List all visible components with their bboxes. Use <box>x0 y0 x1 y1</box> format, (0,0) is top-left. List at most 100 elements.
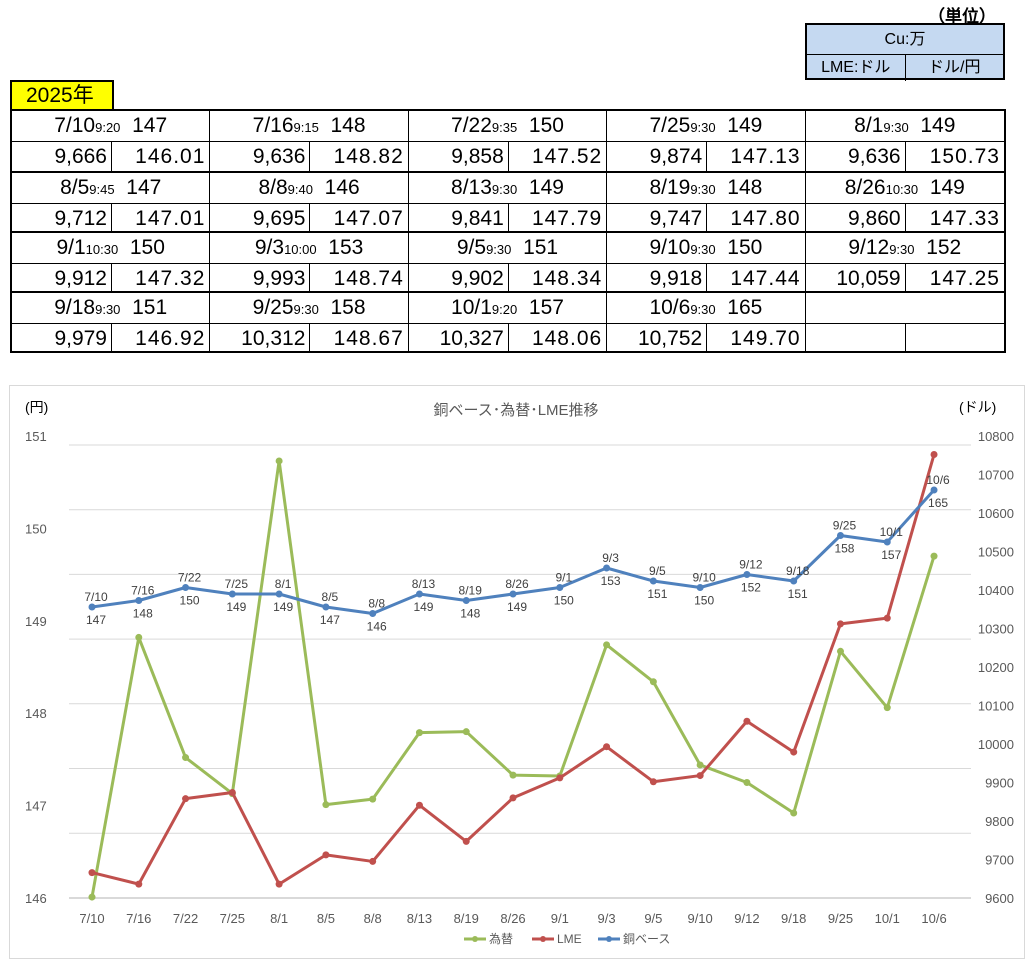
data-point <box>462 837 470 845</box>
unit-legend-box: Cu:万 LME:ドル ドル/円 <box>805 23 1005 81</box>
table-entry: 7/169:15 148 9,636 148.82 <box>210 111 409 171</box>
data-label-date: 8/1 <box>275 577 292 591</box>
entry-copper-base: 151 <box>523 236 559 259</box>
entry-header: 7/229:35 150 <box>408 111 607 142</box>
data-point <box>182 795 190 803</box>
legend-label: 銅ベース <box>623 932 670 946</box>
entry-copper-base: 158 <box>330 296 366 319</box>
table-entry: 9/59:30 151 9,902 148.34 <box>408 231 608 293</box>
data-point <box>649 778 657 786</box>
entry-time: 9:20 <box>95 120 121 135</box>
data-point <box>322 603 330 611</box>
price-table: 7/109:20 147 9,666 146.01 7/169:15 148 9,6… <box>10 109 1006 353</box>
entry-lme: 9,636 <box>210 142 311 171</box>
data-label-value: 152 <box>741 581 761 595</box>
entry-time: 9:30 <box>95 302 121 317</box>
entry-fx: 147.44 <box>730 267 801 290</box>
entry-date: 8/19 <box>649 176 691 199</box>
entry-fx: 147.80 <box>730 207 801 230</box>
table-entry: 9/189:30 151 9,979 146.92 <box>12 291 211 353</box>
entry-lme: 9,993 <box>210 264 311 293</box>
table-entry: 9/310:00 153 9,993 148.74 <box>210 231 409 293</box>
data-label-value: 165 <box>928 496 948 510</box>
table-entry: 8/139:30 149 9,841 147.79 <box>408 171 608 233</box>
table-entry: 8/59:45 147 9,712 147.01 <box>12 171 211 233</box>
data-point <box>883 614 891 622</box>
data-point <box>275 457 283 465</box>
entry-date: 9/1 <box>56 236 86 259</box>
entry-lme: 9,712 <box>12 204 112 233</box>
x-axis-tick: 9/10 <box>687 911 712 926</box>
legend-label: LME <box>557 932 582 946</box>
table-entry: 8/19:30 149 9,636 150.73 <box>805 111 1004 171</box>
x-axis-tick: 8/1 <box>270 911 288 926</box>
entry-fx: 147.07 <box>333 207 404 230</box>
entry-time: 9:30 <box>293 302 319 317</box>
data-point <box>322 801 330 809</box>
data-point <box>369 610 377 617</box>
entry-fx: 146.92 <box>135 327 206 350</box>
entry-date: 8/5 <box>60 176 90 199</box>
x-axis-tick: 8/13 <box>407 911 432 926</box>
data-point <box>930 486 938 494</box>
x-axis-tick: 10/6 <box>921 911 946 926</box>
data-label-value: 150 <box>180 594 200 608</box>
data-label-date: 10/6 <box>926 473 950 487</box>
right-axis-tick: 9700 <box>985 853 1014 868</box>
entry-lme: 9,918 <box>607 264 708 293</box>
x-axis-tick: 8/5 <box>317 911 335 926</box>
right-axis-tick: 9900 <box>985 776 1014 791</box>
entry-copper-base: 149 <box>528 176 564 199</box>
data-point <box>415 590 423 598</box>
entry-lme: 9,747 <box>607 204 708 233</box>
data-point <box>743 779 751 786</box>
entry-lme: 9,902 <box>409 264 509 293</box>
entry-copper-base: 151 <box>132 296 168 319</box>
right-axis-tick: 10600 <box>978 506 1014 521</box>
entry-date: 9/25 <box>252 296 294 319</box>
right-axis-tick: 10200 <box>978 660 1014 675</box>
entry-header: 8/89:40 146 <box>210 173 408 204</box>
right-axis-tick: 10800 <box>978 429 1014 444</box>
entry-header: 9/110:30 150 <box>12 233 210 264</box>
entry-date: 7/25 <box>649 114 691 137</box>
entry-lme: 9,860 <box>806 204 906 233</box>
entry-header: 9/259:30 158 <box>210 293 408 324</box>
entry-copper-base: 148 <box>330 114 366 137</box>
unit-label: （単位） <box>928 7 996 26</box>
entry-time: 9:20 <box>491 302 518 317</box>
entry-time: 10:00 <box>284 242 317 257</box>
entry-date: 9/18 <box>54 296 96 319</box>
right-axis-tick: 10000 <box>978 737 1014 752</box>
data-point <box>415 801 423 809</box>
right-axis-tick: 10500 <box>978 545 1014 560</box>
entry-copper-base: 165 <box>727 296 763 319</box>
entry-time: 9:45 <box>89 182 115 197</box>
data-point <box>462 728 470 736</box>
data-point <box>275 590 283 598</box>
chart-title: 銅ベース･為替･LME推移 <box>433 402 598 419</box>
left-axis-tick: 148 <box>25 706 47 721</box>
x-axis-tick: 7/16 <box>126 911 151 926</box>
data-label-date: 8/13 <box>412 577 436 591</box>
data-point <box>228 590 236 598</box>
legend-marker <box>606 936 612 942</box>
entry-fx: 149.70 <box>730 327 801 350</box>
price-trend-chart: 銅ベース･為替･LME推移 (円) (ドル) 146 147 148 149 150 151 96… <box>9 385 1025 959</box>
entry-header: 8/139:30 149 <box>408 173 607 204</box>
unit-lme: LME:ドル <box>807 55 906 81</box>
entry-date: 9/10 <box>649 236 691 259</box>
data-label-date: 8/8 <box>368 597 385 611</box>
entry-fx: 147.25 <box>929 267 1000 290</box>
data-label-date: 10/1 <box>880 525 904 539</box>
data-label-date: 8/19 <box>459 584 483 598</box>
data-point <box>135 597 143 604</box>
data-label-date: 9/12 <box>739 558 763 572</box>
table-entry: 8/89:40 146 9,695 147.07 <box>210 171 409 233</box>
data-label-value: 153 <box>601 574 621 588</box>
data-label-date: 9/18 <box>786 564 810 578</box>
data-label-value: 158 <box>834 542 854 556</box>
entry-time: 9:30 <box>486 242 512 257</box>
data-point <box>509 794 517 802</box>
data-point <box>649 678 657 686</box>
